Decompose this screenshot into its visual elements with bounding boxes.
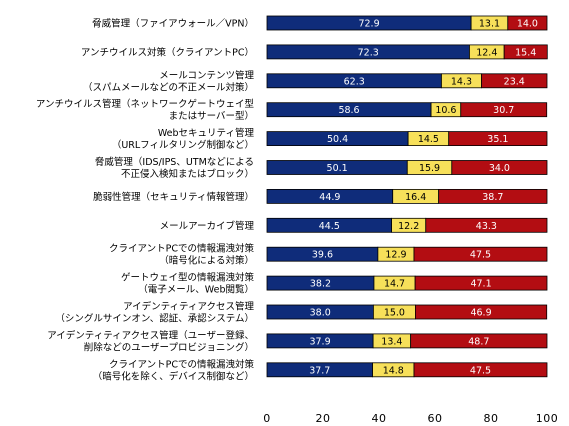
category-label: メールアーカイブ管理: [160, 220, 255, 232]
bar-segment: [448, 131, 548, 147]
data-label: 48.7: [468, 336, 489, 347]
data-label: 35.1: [487, 134, 508, 145]
x-tick-label: 40: [372, 412, 387, 425]
data-label: 12.4: [476, 47, 497, 58]
category-label: 脅威管理（IDS/IPS、UTMなどによる: [95, 156, 254, 168]
x-tick-label: 60: [428, 412, 443, 425]
data-label: 30.7: [493, 105, 514, 116]
data-label: 13.4: [381, 336, 402, 347]
category-label: 脆弱性管理（セキュリティ情報管理）: [93, 191, 254, 203]
category-label: （暗号化による対策）: [159, 255, 254, 267]
data-label: 38.7: [482, 192, 503, 203]
x-tick-label: 0: [263, 412, 271, 425]
x-tick-label: 100: [536, 412, 559, 425]
bar-segment: [438, 188, 548, 204]
data-label: 46.9: [470, 308, 491, 319]
category-label: 脅威管理（ファイアウォール／VPN）: [92, 18, 254, 30]
data-label: 62.3: [344, 76, 365, 87]
data-label: 47.5: [470, 365, 491, 376]
category-label: ゲートウェイ型の情報漏洩対策: [121, 272, 255, 284]
data-label: 14.7: [384, 279, 405, 290]
data-label: 15.9: [419, 163, 440, 174]
bar-segment: [413, 246, 548, 262]
data-label: 43.3: [476, 221, 497, 232]
data-label: 37.9: [309, 336, 330, 347]
category-label: アイデンティティアクセス管理（ユーザー登録、: [47, 329, 254, 341]
data-label: 39.6: [312, 250, 333, 261]
data-label: 72.9: [358, 19, 379, 30]
bar-segment: [413, 362, 548, 378]
data-label: 44.9: [319, 192, 340, 203]
data-label: 12.2: [398, 221, 419, 232]
data-label: 15.0: [384, 308, 405, 319]
category-label: 削除などのユーザープロビジョニング）: [84, 341, 254, 353]
data-label: 50.1: [327, 163, 348, 174]
x-axis: 0 20 40 60 80 100: [263, 412, 558, 425]
bars: 72.9 13.1 14.0 72.3 12.4 15.4 62.3 14.3 23.4 58.6…: [266, 15, 548, 378]
data-label: 50.4: [327, 134, 348, 145]
bar-segment: [414, 275, 548, 291]
data-label: 16.4: [405, 192, 426, 203]
category-label: アイデンティティアクセス管理: [123, 301, 254, 313]
data-label: 13.1: [479, 19, 500, 30]
data-label: 47.1: [470, 279, 491, 290]
x-tick-label: 80: [484, 412, 499, 425]
data-label: 14.8: [383, 365, 404, 376]
category-label: 不正侵入検知またはブロック）: [121, 168, 254, 180]
bar-segment: [425, 217, 548, 233]
category-label: Webセキュリティ管理: [158, 127, 255, 139]
category-label: （電子メール、Web閲覧）: [138, 284, 254, 296]
category-label: クライアントPCでの情報漏洩対策: [109, 243, 254, 255]
data-label: 14.0: [517, 19, 538, 30]
data-label: 14.5: [418, 134, 439, 145]
bar-segment: [503, 44, 548, 60]
category-labels: 脅威管理（ファイアウォール／VPN） アンチウイルス対策（クライアントPC） メール…: [36, 18, 255, 383]
data-label: 10.6: [435, 105, 456, 116]
category-label: （スパムメールなどの不正メール対策）: [83, 81, 254, 93]
data-label: 37.7: [309, 365, 330, 376]
data-label: 44.5: [319, 221, 340, 232]
data-label: 58.6: [338, 105, 359, 116]
data-label: 38.0: [310, 308, 331, 319]
category-label: メールコンテンツ管理: [159, 69, 254, 81]
bar-segment: [507, 15, 548, 31]
category-label: またはサーバー型）: [169, 110, 254, 122]
data-label: 14.3: [451, 76, 472, 87]
bar-segment: [410, 333, 548, 349]
bar-segment: [460, 102, 548, 118]
data-label: 47.5: [470, 250, 491, 261]
category-label: （暗号化を除く、デバイス制御など）: [93, 370, 254, 382]
category-label: （シングルサインオン、認証、承認システム）: [55, 313, 254, 325]
data-label: 34.0: [489, 163, 510, 174]
data-label: 72.3: [358, 47, 379, 58]
category-label: クライアントPCでの情報漏洩対策: [109, 358, 254, 370]
category-label: アンチウイルス管理（ネットワークゲートウェイ型: [36, 98, 255, 110]
category-label: アンチウイルス対策（クライアントPC）: [81, 46, 254, 58]
data-label: 15.4: [515, 47, 536, 58]
x-tick-label: 20: [316, 412, 331, 425]
data-label: 23.4: [504, 76, 525, 87]
data-label: 12.9: [385, 250, 406, 261]
bar-segment: [481, 73, 548, 89]
bar-segment: [414, 304, 548, 320]
bar-segment: [451, 160, 548, 175]
category-label: （URLフィルタリング制御など）: [112, 139, 254, 151]
data-label: 38.2: [310, 279, 331, 290]
